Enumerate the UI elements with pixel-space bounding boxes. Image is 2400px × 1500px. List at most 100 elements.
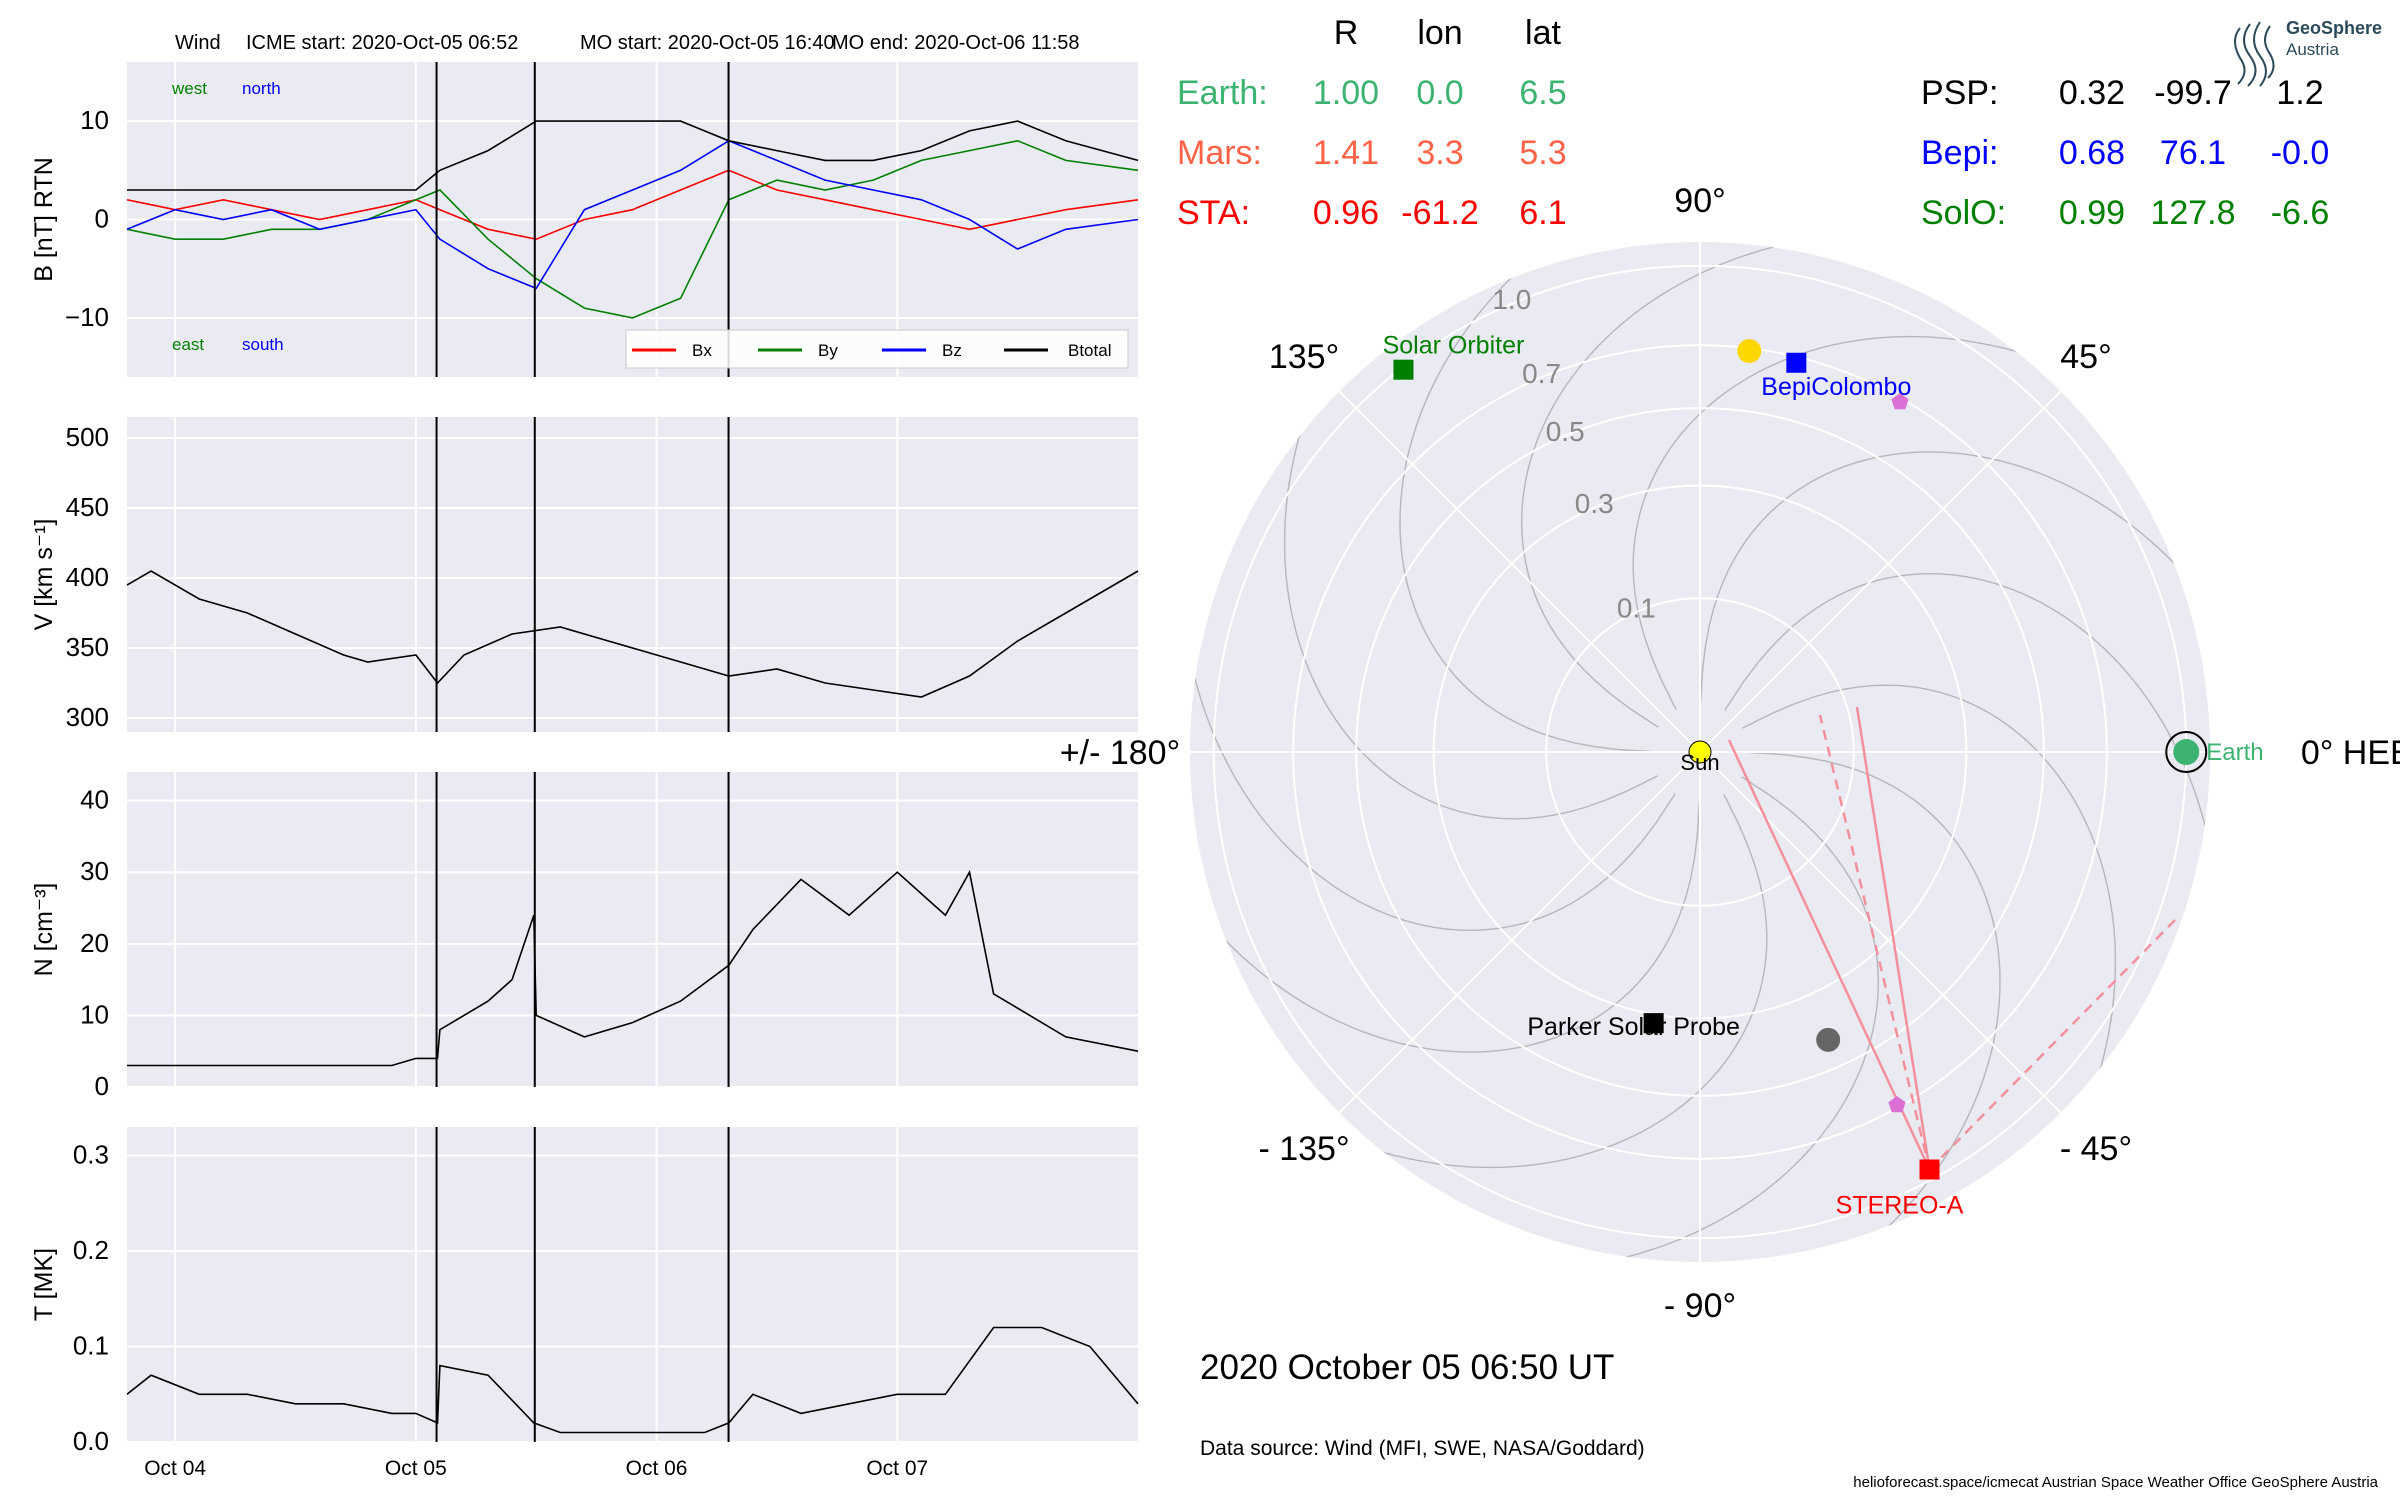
series-B-btotal	[127, 120, 1139, 191]
row-lon: -99.7	[2154, 74, 2232, 112]
polar-angle-label-0: 0° HEEQ	[2301, 734, 2400, 772]
spiral-7	[1283, 401, 1658, 820]
mo-end-label: MO end: 2020-Oct-06 11:58	[832, 32, 1080, 54]
row-lon: -61.2	[1401, 194, 1479, 232]
icme-start-label: ICME start: 2020-Oct-05 06:52	[246, 32, 518, 54]
ytick-N-2: 20	[80, 928, 109, 958]
spiral-3	[1699, 451, 2199, 704]
marker-mars-dot	[1816, 1027, 1841, 1052]
polar-angle-label-4: +/- 180°	[1060, 734, 1180, 772]
table-row-right-0: PSP: 0.32 -99.7 1.2	[1921, 74, 2324, 112]
polar-rtick-3: 0.7	[1522, 358, 1561, 389]
label-stereo-a: STEREO-A	[1836, 1192, 1964, 1220]
earth-ring	[2165, 731, 2208, 773]
series-N-n	[127, 869, 1139, 1067]
table-right-rows: PSP: 0.32 -99.7 1.2 Bepi: 0.68 76.1 -0.0 SolO: 0.…	[1921, 74, 2329, 232]
ytick-T-2: 0.2	[73, 1235, 109, 1265]
credits: helioforecast.space/icmecat Austrian Spa…	[1853, 1474, 2378, 1491]
row-lat: 1.2	[2276, 74, 2323, 112]
polar-angle-label-1: 45°	[2060, 338, 2111, 376]
ytick-B-1: 0	[95, 204, 109, 234]
ytick-T-1: 0.1	[73, 1331, 109, 1361]
marker-mercury	[1737, 339, 1762, 364]
polar-radial-5	[1338, 751, 1701, 1114]
row-lon: 0.0	[1416, 74, 1463, 112]
ytick-V-3: 450	[66, 492, 109, 522]
row-r: 1.41	[1313, 134, 1379, 172]
label-solar-orbiter: Solar Orbiter	[1383, 332, 1525, 360]
table-header-lon: lon	[1417, 14, 1462, 52]
position-table: R lon lat Earth: 1.00 0.0 6.5 Mars: 1.41 3.3 5.…	[1177, 14, 2329, 232]
series-T-t	[126, 1326, 1139, 1434]
polar-rtick-4: 1.0	[1492, 284, 1531, 315]
polar-angle-label-6: - 90°	[1664, 1287, 1736, 1325]
table-row-right-2: SolO: 0.99 127.8 -6.6	[1921, 194, 2329, 232]
ytick-V-2: 400	[66, 562, 109, 592]
legend-by-label: By	[818, 341, 838, 360]
logo-line1: GeoSphere	[2286, 18, 2382, 38]
panel-T: 0.0 0.1 0.2 0.3 T [MK]	[30, 1127, 1139, 1456]
table-header-r: R	[1334, 14, 1359, 52]
ytick-B-0: −10	[65, 302, 109, 332]
polar-radial-3	[1338, 390, 1701, 753]
planet-marker-upper	[1891, 393, 1909, 410]
legend-btotal-label: Btotal	[1068, 341, 1111, 360]
table-left-rows: Earth: 1.00 0.0 6.5 Mars: 1.41 3.3 5.3 STA: 0.96-…	[1177, 74, 1567, 232]
row-lon: 127.8	[2150, 194, 2235, 232]
plot-date: 2020 October 05 06:50 UT	[1200, 1348, 1614, 1387]
label-parker-solar-probe: Parker Solar Probe	[1527, 1013, 1740, 1041]
panel-bg-N	[127, 772, 1138, 1087]
sta-line-dashed-1	[1818, 714, 1931, 1170]
series-V-v	[126, 570, 1139, 698]
table-row-left-2: STA: 0.96 -61.2 6.1	[1177, 194, 1567, 232]
row-r: 0.99	[2059, 194, 2125, 232]
xtick-3: Oct 07	[866, 1457, 928, 1480]
legend-bx-label: Bx	[692, 341, 712, 360]
ytick-N-1: 10	[80, 999, 109, 1029]
ytick-N-4: 40	[80, 785, 109, 815]
row-lon: 76.1	[2160, 134, 2226, 172]
row-r: 0.96	[1313, 194, 1379, 232]
ytick-V-1: 350	[66, 632, 109, 662]
ytick-N-3: 30	[80, 856, 109, 886]
ytick-T-3: 0.3	[73, 1140, 109, 1170]
label-west: west	[171, 79, 207, 98]
parker-spirals	[1190, 242, 2210, 1262]
row-name: SolO:	[1921, 194, 2006, 232]
table-row-left-0: Earth: 1.00 0.0 6.5	[1177, 74, 1567, 112]
polar-radial-1	[1699, 390, 2062, 753]
marker-stereo-a	[1919, 1159, 1940, 1180]
ytick-T-0: 0.0	[73, 1426, 109, 1456]
polar-angle-label-2: 90°	[1674, 182, 1725, 220]
logo-line2: Austria	[2286, 40, 2339, 59]
row-lat: 5.3	[1519, 134, 1566, 172]
label-earth: Earth	[2206, 739, 2263, 766]
sta-line-2	[1855, 706, 1931, 1170]
row-r: 0.68	[2059, 134, 2125, 172]
legend-bz-label: Bz	[942, 341, 962, 360]
row-r: 0.32	[2059, 74, 2125, 112]
xtick-2: Oct 06	[626, 1457, 688, 1480]
polar-radial-7	[1699, 751, 2062, 1114]
ylabel-T: T [MK]	[30, 1248, 58, 1321]
marker-solar-orbiter	[1393, 359, 1414, 380]
sta-line-dashed-2	[1928, 914, 2181, 1171]
panel-B: −10 0 10 B [nT] RTN	[30, 62, 1139, 377]
row-lon: 3.3	[1416, 134, 1463, 172]
spiral-4	[1632, 335, 2051, 710]
row-name: PSP:	[1921, 74, 1998, 112]
polar-rtick-1: 0.3	[1575, 488, 1614, 519]
data-source: Data source: Wind (MFI, SWE, NASA/Goddar…	[1200, 1437, 1645, 1460]
ylabel-V: V [km s⁻¹]	[30, 519, 58, 631]
marker-bepicolombo	[1786, 352, 1807, 373]
row-name: STA:	[1177, 194, 1250, 232]
polar-angle-label-5: - 135°	[1258, 1130, 1349, 1168]
ytick-B-2: 10	[80, 105, 109, 135]
spiral-1	[1742, 684, 2117, 1103]
logo-swirl-icon	[2234, 21, 2275, 87]
polar-angle-label-7: - 45°	[2060, 1130, 2132, 1168]
polar-rtick-0: 0.1	[1617, 592, 1656, 623]
mo-start-label: MO start: 2020-Oct-05 16:40	[580, 32, 835, 54]
